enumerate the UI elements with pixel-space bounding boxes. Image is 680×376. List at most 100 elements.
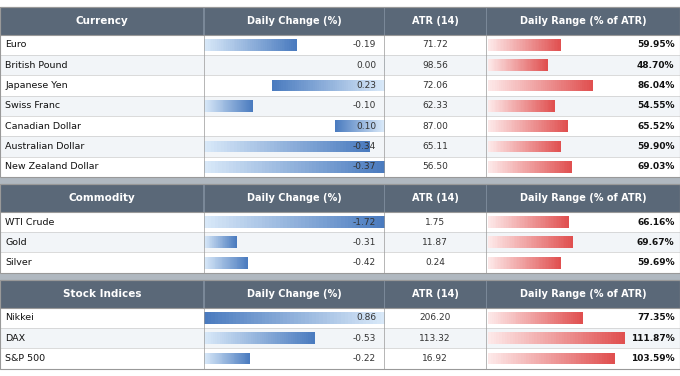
Bar [373,216,377,228]
Bar [326,80,328,91]
Bar [529,237,531,248]
Bar [509,59,511,71]
Bar [220,100,222,112]
Bar [273,39,275,51]
Bar [337,216,341,228]
Bar [520,59,522,71]
Bar [500,161,502,173]
Bar [234,237,235,248]
Bar [510,39,512,51]
Bar [205,237,206,248]
Bar [229,100,231,112]
Bar [546,353,549,364]
Bar [533,312,536,324]
Bar [516,353,519,364]
Bar [503,120,505,132]
Bar [235,353,236,364]
Bar [228,237,229,248]
Bar [303,141,307,152]
Bar [540,100,542,112]
Bar [516,257,517,268]
Bar [495,59,497,71]
Bar [515,312,517,324]
Bar [238,257,239,268]
Bar [373,120,375,132]
Bar [558,80,560,91]
Bar [486,8,487,35]
Bar [566,216,567,228]
Bar [550,120,552,132]
Bar [599,353,602,364]
Bar [363,141,367,152]
Bar [530,237,532,248]
Bar [313,332,316,344]
Bar [275,332,277,344]
Bar [279,216,284,228]
Text: -1.72: -1.72 [353,218,376,226]
Bar [228,353,229,364]
Bar [284,161,287,173]
Bar [284,216,287,228]
Bar [504,257,506,268]
Bar [0,55,680,76]
Bar [215,312,219,324]
Bar [556,216,558,228]
Bar [0,185,680,273]
Bar [233,332,235,344]
Bar [526,312,528,324]
Bar [206,100,207,112]
Bar [345,216,348,228]
Bar [305,216,309,228]
Bar [605,332,608,344]
Bar [219,39,221,51]
Bar [577,312,579,324]
Bar [359,120,360,132]
Bar [309,161,313,173]
Bar [494,216,496,228]
Bar [344,120,345,132]
Bar [362,312,367,324]
Bar [543,59,544,71]
Text: -0.53: -0.53 [353,334,376,343]
Bar [211,161,215,173]
Bar [518,353,522,364]
Bar [530,39,532,51]
Bar [546,216,548,228]
Bar [564,312,566,324]
Bar [551,332,554,344]
Bar [239,257,241,268]
Bar [216,237,217,248]
Bar [488,59,490,71]
Bar [210,353,211,364]
Bar [529,141,531,152]
Bar [226,216,230,228]
Bar [513,100,515,112]
Bar [224,141,228,152]
Bar [265,39,267,51]
Text: Commodity: Commodity [69,193,135,203]
Bar [515,332,518,344]
Bar [232,353,233,364]
Bar [273,312,276,324]
Bar [235,257,236,268]
Bar [547,161,549,173]
Bar [348,216,352,228]
Bar [269,39,271,51]
Bar [517,100,519,112]
Bar [545,59,547,71]
Text: Daily Range (% of ATR): Daily Range (% of ATR) [520,289,647,299]
Bar [293,332,295,344]
Bar [488,161,490,173]
Bar [236,353,237,364]
Bar [247,257,248,268]
Text: Australian Dollar: Australian Dollar [5,142,85,151]
Bar [565,312,568,324]
Bar [513,353,516,364]
Bar [491,332,494,344]
Bar [301,216,305,228]
Bar [537,332,540,344]
Bar [522,100,523,112]
Bar [522,39,524,51]
Bar [558,237,560,248]
Bar [543,216,545,228]
